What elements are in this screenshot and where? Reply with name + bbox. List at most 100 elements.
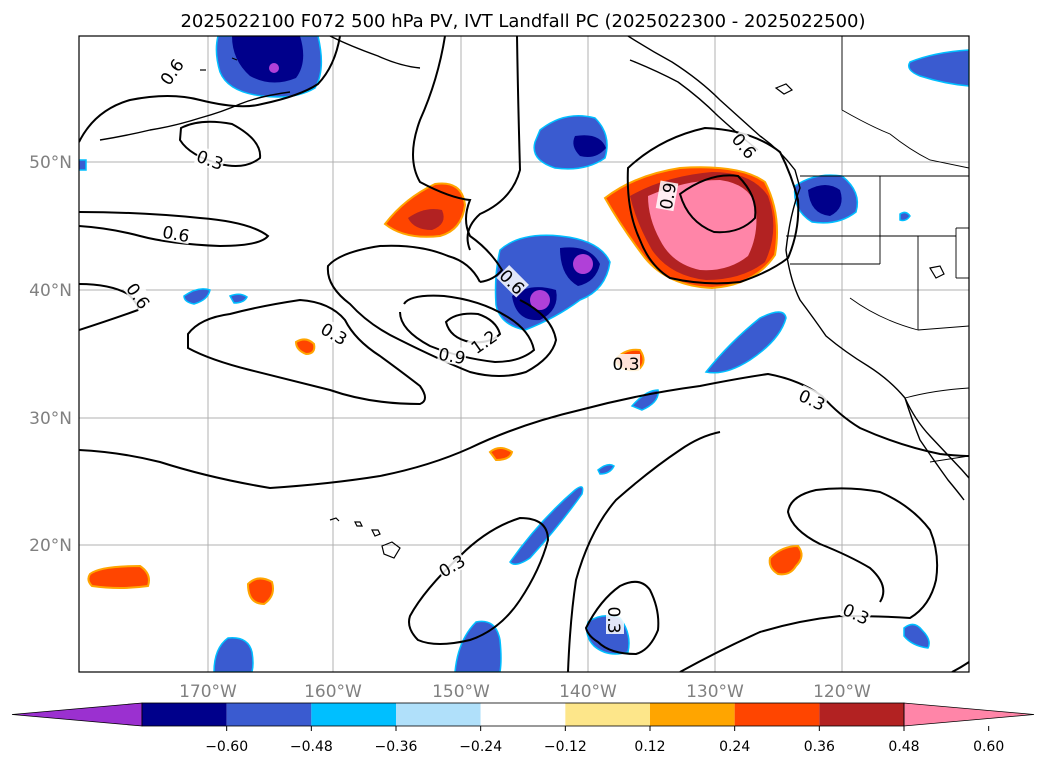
colorbar-segment — [565, 703, 650, 726]
hawaii-island — [329, 517, 340, 522]
islands — [200, 57, 945, 559]
fill-positive-patch — [87, 564, 150, 589]
fill-minimum-core — [573, 254, 593, 274]
fill-negative-patch — [509, 486, 584, 565]
pv-contour — [408, 516, 550, 645]
colorbar-segment — [819, 703, 904, 726]
aleutian-island — [231, 57, 238, 61]
coastal-island — [929, 265, 945, 279]
latitude-labels: 50°N 40°N 30°N 20°N — [29, 153, 72, 556]
colorbar-tick-label: −0.36 — [375, 739, 418, 755]
colorbar-tick-label: 0.60 — [973, 739, 1004, 755]
pv-contour — [79, 36, 341, 143]
fill-negative-patch — [903, 623, 930, 649]
longitude-tick-label: 140°W — [559, 682, 617, 702]
colorbar-tick-label: −0.12 — [544, 739, 587, 755]
political-borders — [786, 36, 969, 463]
fill-negative-patch — [79, 159, 87, 171]
border-line — [841, 109, 969, 169]
pv-contour — [79, 211, 270, 248]
colorbar-tick-label: 0.24 — [719, 739, 750, 755]
colorbar-tick-label: −0.24 — [459, 739, 502, 755]
aleutian-island — [774, 83, 794, 95]
border-line — [917, 325, 969, 331]
colorbar-outline — [141, 702, 905, 727]
border-line — [929, 455, 969, 463]
contour-label-bg — [155, 54, 187, 89]
map-background — [79, 36, 969, 672]
contour-label-bg — [436, 343, 468, 367]
longitude-labels: 170°W 160°W 150°W 140°W 130°W 120°W — [179, 682, 871, 702]
contour-label: 0.9 — [655, 180, 681, 212]
pv-contour — [678, 174, 757, 234]
contour-label: 0.3 — [603, 606, 624, 634]
fill-positive-core — [408, 209, 444, 230]
border-line — [904, 387, 969, 399]
figure-title: 2025022100 F072 500 hPa PV, IVT Landfall… — [180, 11, 865, 32]
pv-contour — [444, 312, 502, 344]
colorbar-segment — [142, 703, 227, 726]
pv-contour — [412, 36, 504, 283]
contour-labels: 0.60.30.60.60.30.60.9 1.20.60.90.30.30.30… — [121, 54, 873, 634]
colorbar-tick-label: −0.48 — [290, 739, 333, 755]
pv-contour — [326, 244, 558, 377]
pv-contour — [626, 126, 800, 285]
contour-label-text: 0.3 — [612, 355, 639, 375]
colorbar-tick-label: 0.12 — [634, 739, 665, 755]
colorbar-segment — [734, 703, 820, 726]
fill-negative-core — [573, 135, 606, 157]
fill-negative-core — [232, 36, 304, 83]
hawaii-island — [381, 541, 401, 559]
contour-label-text: 0.9 — [437, 345, 467, 369]
longitude-tick-label: 150°W — [432, 682, 490, 702]
contour-label-text: 0.9 — [657, 181, 681, 211]
contour-label-bg — [606, 606, 624, 634]
fill-negative-patch — [213, 637, 254, 672]
fill-positive-patch — [768, 544, 803, 576]
colorbar: −0.60 −0.48 −0.36 −0.24 −0.12 0.12 0.24 0.36 0.4… — [11, 702, 1035, 755]
contour-label: 0.3 — [612, 354, 640, 375]
fill-negative-patch — [228, 293, 248, 304]
longitude-tick-label: 120°W — [813, 682, 871, 702]
pv-contour — [679, 487, 939, 672]
fill-negative-core — [808, 185, 842, 216]
fill-negative-patch — [183, 288, 211, 305]
colorbar-segment — [226, 703, 312, 726]
contour-label-text: 0.6 — [161, 223, 191, 247]
contour-label: 0.3 — [194, 145, 227, 175]
fill-minimum-core — [530, 290, 550, 310]
colorbar-tick-labels: −0.60 −0.48 −0.36 −0.24 −0.12 0.12 0.24 0.36 0.4… — [205, 726, 1004, 755]
fill-positive-patch — [246, 577, 274, 606]
contour-label-bg — [728, 128, 761, 162]
contour-label-bg — [194, 145, 227, 173]
latitude-tick-label: 50°N — [29, 153, 72, 173]
contour-label-bg — [655, 180, 679, 212]
longitude-tick-label: 130°W — [686, 682, 744, 702]
colorbar-tick-label: −0.60 — [205, 739, 248, 755]
contour-label-bg — [466, 325, 501, 357]
latitude-tick-label: 30°N — [29, 409, 72, 429]
colorbar-extend-min — [11, 702, 143, 727]
pv-contour — [187, 298, 426, 406]
colorbar-tick-label: 0.48 — [888, 739, 919, 755]
alaska-coast — [329, 36, 421, 69]
pv-contours — [79, 36, 969, 672]
fill-negative-patch — [630, 389, 659, 411]
map-panel: 0.60.30.60.60.30.60.9 1.20.60.90.30.30.30… — [29, 35, 970, 702]
pv-contour — [79, 372, 969, 490]
gridlines — [79, 36, 969, 672]
pv-contour — [951, 661, 969, 672]
fill-negative-patch — [704, 311, 787, 374]
contour-label-bg — [839, 599, 873, 628]
fill-positive-patch — [488, 447, 514, 462]
fill-negative-region — [908, 49, 969, 87]
colorbar-segment — [396, 703, 481, 726]
colorbar-segment — [311, 703, 396, 726]
fill-negative-patch — [597, 463, 615, 475]
hawaii-island — [371, 529, 381, 537]
contour-label-text: 0.3 — [603, 606, 623, 633]
latitude-tick-label: 20°N — [29, 536, 72, 556]
contour-label: 0.6 — [161, 221, 192, 247]
colorbar-tick-label: 0.36 — [804, 739, 835, 755]
